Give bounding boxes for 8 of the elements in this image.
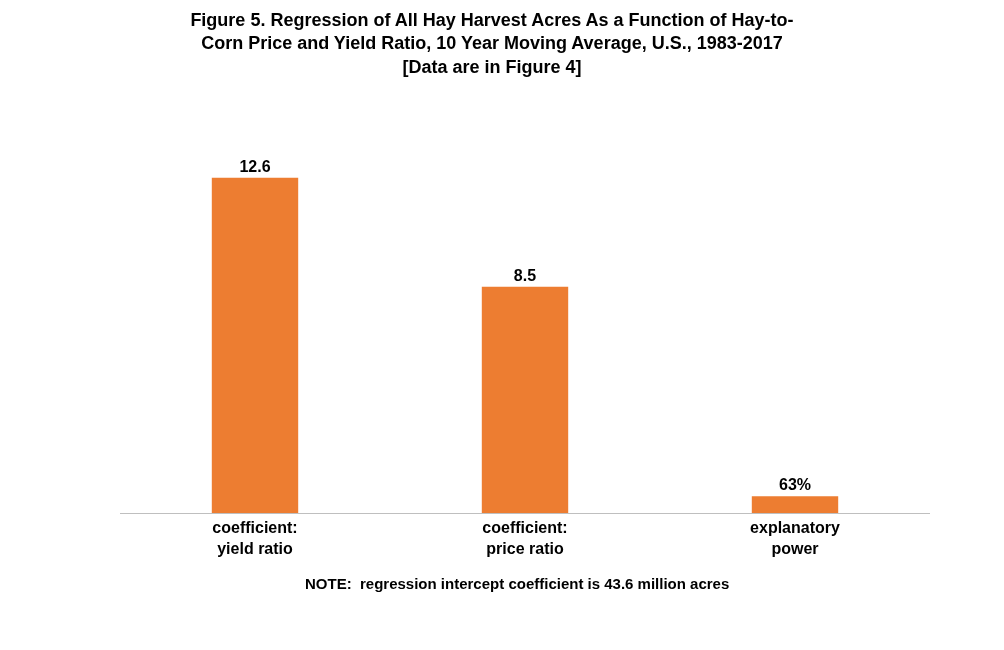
x-tick-label: coefficient: yield ratio (212, 519, 298, 557)
x-tick-label: coefficient: price ratio (482, 519, 568, 557)
x-tick-label: explanatory power (750, 519, 841, 557)
text: NOTE: regression intercept coefficient is 43.6 million acres (305, 575, 730, 592)
data-label: 8.5 (513, 266, 537, 284)
data-label: 12.6 (239, 157, 271, 175)
chart-title: Figure 5. Regression of All Hay Harvest Acres As a Function of Hay-to- Corn Price and Yield Ratio, 10 Year Moving Average, U.S., 1983-2017 [Data are in Figure 4] (190, 10, 794, 77)
data-label: 63% (778, 476, 812, 494)
